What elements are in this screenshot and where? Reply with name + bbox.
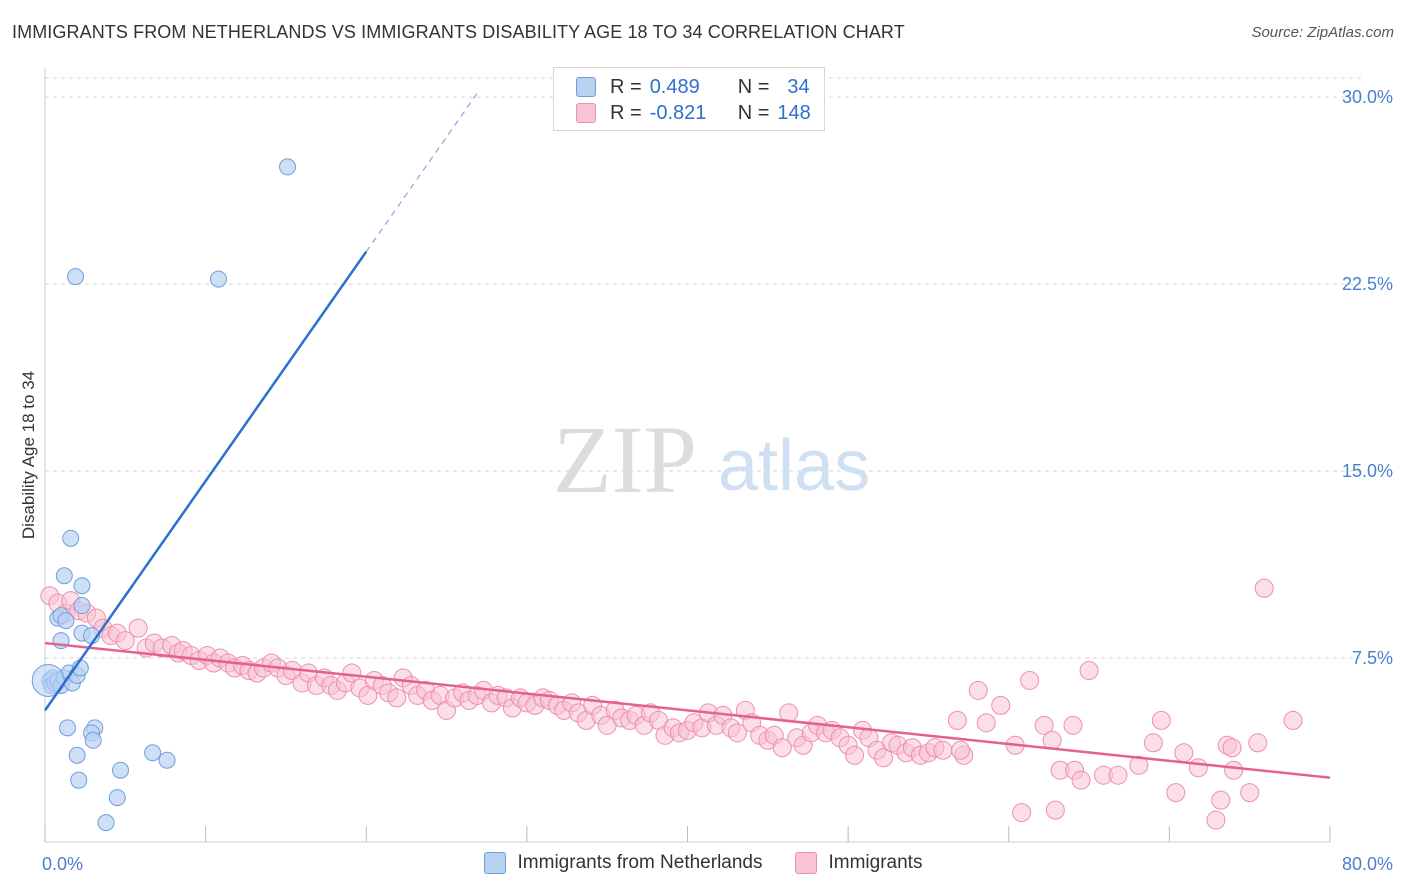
pink-swatch-icon xyxy=(794,852,817,874)
legend-item-immigrants[interactable]: Immigrants xyxy=(794,852,923,874)
netherlands-trend-extension xyxy=(365,90,480,253)
legend-r-label: R = xyxy=(610,75,642,98)
immigrants-point xyxy=(772,738,792,758)
y-tick-label: 22.5% xyxy=(1342,274,1393,294)
immigrants-point xyxy=(1020,670,1040,690)
netherlands-point xyxy=(55,567,73,585)
immigrants-point xyxy=(1151,710,1171,730)
netherlands-point xyxy=(70,771,88,789)
immigrants-point xyxy=(968,680,988,700)
immigrants-point xyxy=(1240,783,1260,803)
immigrants-point xyxy=(342,663,362,683)
legend-n-label: N = xyxy=(737,75,770,98)
netherlands-cluster-point xyxy=(31,663,65,697)
y-tick-label: 15.0% xyxy=(1342,461,1393,481)
immigrants-point xyxy=(387,688,407,708)
immigrants-point xyxy=(1042,730,1062,750)
netherlands-point xyxy=(158,751,176,769)
netherlands-point xyxy=(97,814,115,832)
legend-r-label: R = xyxy=(610,101,642,124)
blue-swatch-icon xyxy=(483,852,506,874)
immigrants-point xyxy=(933,740,953,760)
immigrants-point xyxy=(991,695,1011,715)
legend-r-value: -0.821 xyxy=(649,101,707,124)
netherlands-point xyxy=(68,746,86,764)
legend-label-immigrants: Immigrants xyxy=(828,852,923,873)
correlation-legend: R = 0.489 N = 34 R = -0.821 N = 148 xyxy=(553,67,825,131)
source-label: Source: ZipAtlas.com xyxy=(1251,24,1394,41)
netherlands-point xyxy=(108,789,126,807)
series-legend: Immigrants from Netherlands Immigrants xyxy=(0,852,1406,874)
legend-item-netherlands[interactable]: Immigrants from Netherlands xyxy=(483,852,763,874)
watermark: ZIP atlas xyxy=(553,406,870,513)
ticks-layer: 7.5% 15.0% 22.5% 30.0% 0.0% 80.0% xyxy=(42,87,1393,874)
legend-row-netherlands: R = 0.489 N = 34 xyxy=(576,74,810,100)
y-tick-label: 30.0% xyxy=(1342,87,1393,107)
immigrants-point xyxy=(1079,660,1099,680)
legend-r-value: 0.489 xyxy=(649,75,700,98)
immigrants-point xyxy=(1283,710,1303,730)
immigrants-point xyxy=(873,748,893,768)
netherlands-point xyxy=(84,731,102,749)
legend-n-value: 148 xyxy=(777,101,811,124)
pink-swatch-icon xyxy=(576,103,596,123)
grid-layer xyxy=(45,77,1365,659)
immigrants-point xyxy=(1108,765,1128,785)
watermark-zip: ZIP xyxy=(553,406,697,513)
legend-n-value: 34 xyxy=(787,75,810,98)
immigrants-point xyxy=(1071,770,1091,790)
blue-swatch-icon xyxy=(576,77,596,97)
immigrants-point xyxy=(1166,783,1186,803)
y-tick-label: 7.5% xyxy=(1352,648,1393,668)
immigrants-point xyxy=(1129,755,1149,775)
netherlands-points xyxy=(31,158,297,832)
immigrants-point xyxy=(727,723,747,743)
immigrants-point xyxy=(1012,803,1032,823)
immigrants-point xyxy=(951,740,971,760)
netherlands-point xyxy=(57,612,75,630)
immigrants-point xyxy=(1063,715,1083,735)
legend-row-immigrants: R = -0.821 N = 148 xyxy=(576,100,811,126)
netherlands-point xyxy=(144,744,162,762)
immigrants-points xyxy=(40,578,1303,830)
immigrants-point xyxy=(1188,758,1208,778)
legend-label-netherlands: Immigrants from Netherlands xyxy=(517,852,763,873)
immigrants-point xyxy=(1206,810,1226,830)
trend-layer xyxy=(43,90,1331,779)
immigrants-point xyxy=(976,713,996,733)
axes-layer xyxy=(44,68,1331,843)
immigrants-point xyxy=(1254,578,1274,598)
x-tick-label: 80.0% xyxy=(1342,854,1393,874)
netherlands-point xyxy=(111,761,129,779)
netherlands-trend-line xyxy=(43,250,368,712)
immigrants-point xyxy=(1224,760,1244,780)
immigrants-trend-line xyxy=(44,641,1331,779)
netherlands-point xyxy=(73,597,91,615)
immigrants-point xyxy=(1143,733,1163,753)
legend-n-label: N = xyxy=(737,101,770,124)
immigrants-point xyxy=(845,745,865,765)
immigrants-point xyxy=(1211,790,1231,810)
immigrants-point xyxy=(1034,715,1054,735)
chart-title: IMMIGRANTS FROM NETHERLANDS VS IMMIGRANT… xyxy=(12,22,905,42)
immigrants-point xyxy=(115,631,135,651)
immigrants-point xyxy=(1174,743,1194,763)
netherlands-point xyxy=(279,158,297,176)
netherlands-point xyxy=(67,268,85,286)
netherlands-point xyxy=(209,270,227,288)
netherlands-point xyxy=(58,719,76,737)
y-axis-label: Disability Age 18 to 34 xyxy=(19,371,38,539)
immigrants-point xyxy=(1045,800,1065,820)
immigrants-point xyxy=(1222,738,1242,758)
immigrants-point xyxy=(128,618,148,638)
watermark-atlas: atlas xyxy=(718,426,870,506)
immigrants-point xyxy=(1248,733,1268,753)
netherlands-point xyxy=(62,529,80,547)
x-tick-label: 0.0% xyxy=(42,854,83,874)
netherlands-point xyxy=(73,577,91,595)
immigrants-point xyxy=(947,710,967,730)
